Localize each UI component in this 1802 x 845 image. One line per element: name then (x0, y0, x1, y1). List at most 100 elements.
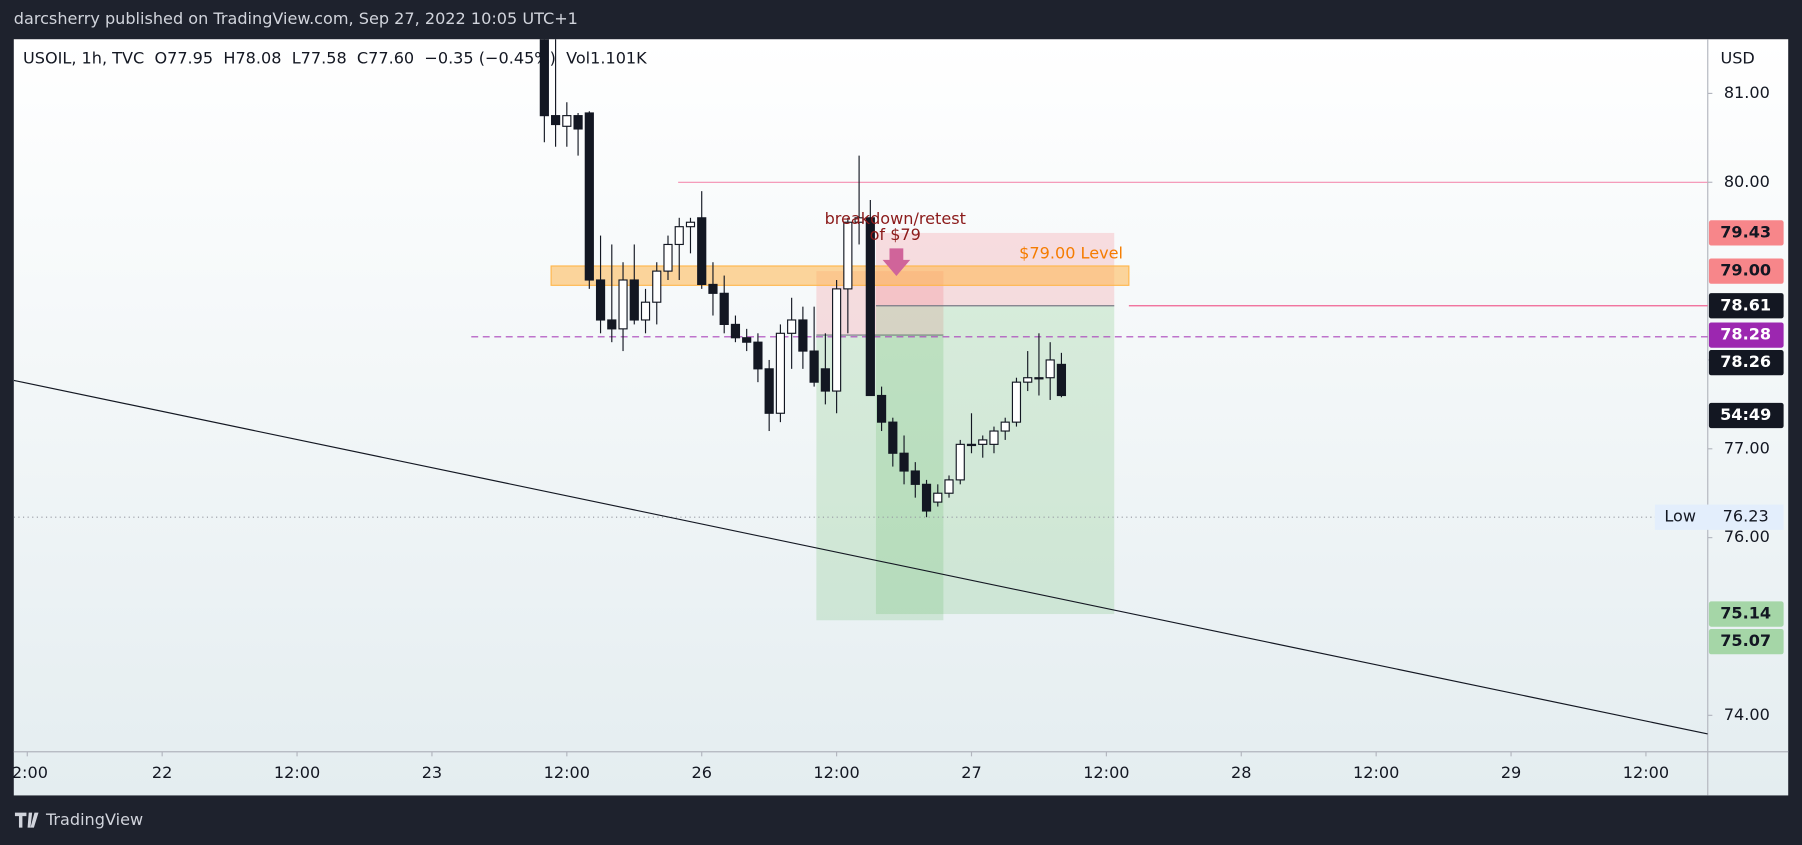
candle-body (708, 283, 718, 294)
candle-body (1045, 359, 1055, 379)
candle (1023, 351, 1033, 392)
x-tick-label: 12:00 (1083, 763, 1129, 782)
candle (921, 479, 932, 518)
candle (966, 413, 977, 454)
plot (13, 39, 1708, 735)
candle-body (753, 341, 763, 370)
candle (1034, 333, 1044, 396)
candle-body (1056, 363, 1067, 397)
x-tick-label: 26 (691, 763, 711, 782)
candle (663, 235, 673, 280)
x-tick-label: 27 (961, 763, 981, 782)
candle (697, 191, 707, 289)
candle (933, 484, 943, 507)
candle-body (865, 217, 875, 397)
price-label: 78.61 (1720, 295, 1771, 314)
candle (539, 39, 549, 143)
candle (742, 328, 752, 352)
x-tick-label: 2:00 (12, 763, 48, 782)
candle-body (899, 452, 909, 472)
candle-body (888, 421, 898, 454)
candle-body (944, 479, 954, 494)
candle (674, 217, 684, 280)
target-zone (875, 305, 1115, 615)
candle (899, 435, 909, 485)
candle-body (787, 319, 797, 334)
annotation: breakdown/retest (825, 209, 966, 228)
price-label: 79.43 (1720, 222, 1771, 241)
candle (708, 262, 718, 316)
candle-body (539, 39, 549, 117)
candle (1011, 377, 1022, 427)
candle-body (640, 301, 651, 321)
candle (1045, 342, 1055, 400)
candle (832, 279, 842, 414)
candle (876, 386, 887, 432)
candle (865, 200, 875, 397)
candle-body (978, 439, 988, 445)
x-tick-label: 12:00 (1353, 763, 1399, 782)
brand-logo (14, 812, 39, 828)
candle-body (921, 483, 932, 512)
candle (910, 462, 920, 498)
byline: darcsherry published on TradingView.com,… (14, 9, 578, 28)
x-tick-label: 29 (1501, 763, 1521, 782)
candle-body (1000, 421, 1010, 432)
candle (562, 102, 572, 147)
candle (787, 297, 797, 369)
brand: TradingView (45, 810, 143, 829)
low-marker-box (1654, 504, 1784, 530)
candle-body (820, 368, 830, 392)
currency: USD (1720, 48, 1754, 67)
candle (820, 333, 830, 405)
candle (629, 244, 639, 325)
countdown: 54:49 (1720, 405, 1771, 424)
candle (944, 475, 954, 498)
candle-body (573, 115, 583, 130)
candle-body (730, 323, 741, 339)
low-marker-name: Low (1664, 507, 1696, 526)
candle (989, 426, 999, 454)
price-label: 79.00 (1720, 261, 1771, 280)
candle (764, 359, 774, 432)
price-label-box (1708, 220, 1784, 246)
candle-body (843, 221, 853, 290)
candle-body (966, 443, 977, 447)
candle-body (832, 288, 842, 392)
candle (640, 288, 651, 334)
pane-background (13, 39, 1789, 796)
candle (955, 439, 965, 485)
level-label: $79.00 Level (1019, 244, 1123, 263)
candle-body (584, 112, 594, 281)
price-label-box (1708, 601, 1784, 627)
candle-body (1023, 377, 1033, 383)
candle (573, 112, 583, 156)
y-tick-label: 81.00 (1724, 83, 1770, 102)
candle-body (854, 217, 864, 223)
candle-body (910, 470, 920, 485)
candle (652, 262, 662, 325)
x-tick-label: 12:00 (1623, 763, 1669, 782)
trendline (13, 379, 1708, 735)
candle-body (876, 394, 887, 423)
candle-body (775, 332, 786, 414)
price-label-box (1708, 258, 1784, 284)
candle-body (595, 279, 606, 321)
candle-body (663, 243, 673, 272)
candle (595, 235, 606, 334)
x-tick-label: 12:00 (274, 763, 320, 782)
candle (978, 435, 988, 458)
candle-body (685, 221, 696, 228)
x-tick-label: 12:00 (813, 763, 859, 782)
x-tick-label: 22 (152, 763, 172, 782)
price-label-box (1708, 350, 1784, 376)
candle (753, 333, 763, 383)
price-label: 75.14 (1720, 604, 1771, 623)
candle-body (809, 350, 819, 383)
candle (550, 39, 561, 147)
candle-body (933, 492, 943, 503)
candle-body (764, 368, 774, 414)
candle (719, 275, 729, 334)
candle-body (550, 115, 561, 126)
